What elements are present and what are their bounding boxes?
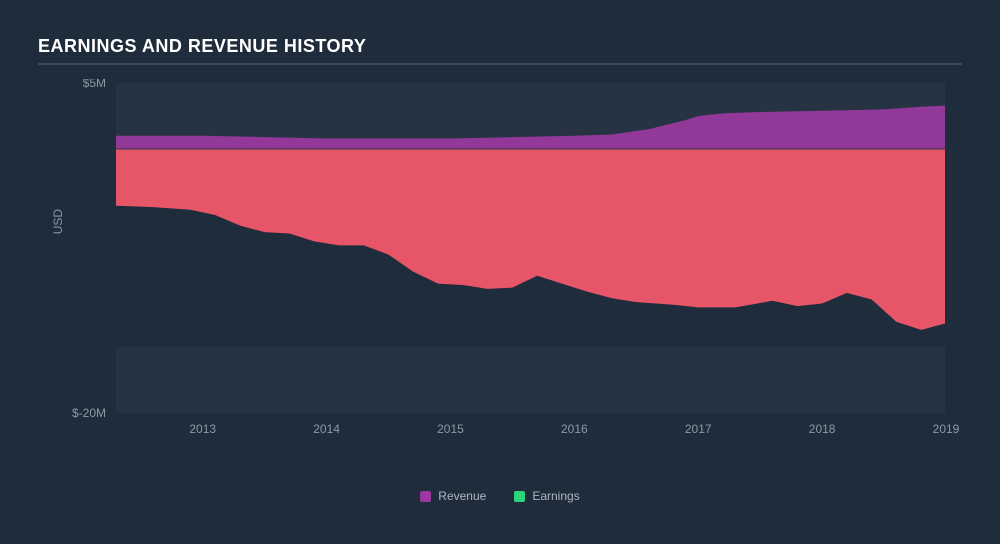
earnings-revenue-chart: $5M $-20M USD 2013 2014 2015 2016 2017 2018 2019: [38, 79, 962, 479]
legend-swatch-revenue: [420, 491, 431, 502]
legend-item-earnings: Earnings: [514, 489, 579, 503]
svg-text:$5M: $5M: [83, 79, 106, 90]
legend-label-revenue: Revenue: [438, 489, 486, 503]
svg-text:2019: 2019: [933, 422, 960, 436]
svg-text:2017: 2017: [685, 422, 712, 436]
svg-text:2013: 2013: [189, 422, 216, 436]
chart-title: EARNINGS AND REVENUE HISTORY: [38, 36, 962, 63]
chart-legend: Revenue Earnings: [38, 489, 962, 503]
title-rule: [38, 63, 962, 65]
legend-label-earnings: Earnings: [532, 489, 579, 503]
legend-item-revenue: Revenue: [420, 489, 486, 503]
svg-text:2018: 2018: [809, 422, 836, 436]
legend-swatch-earnings: [514, 491, 525, 502]
chart-svg: $5M $-20M USD 2013 2014 2015 2016 2017 2018 2019: [38, 79, 962, 479]
svg-text:$-20M: $-20M: [72, 406, 106, 420]
svg-text:USD: USD: [51, 209, 65, 235]
svg-text:2016: 2016: [561, 422, 588, 436]
svg-text:2015: 2015: [437, 422, 464, 436]
svg-text:2014: 2014: [313, 422, 340, 436]
